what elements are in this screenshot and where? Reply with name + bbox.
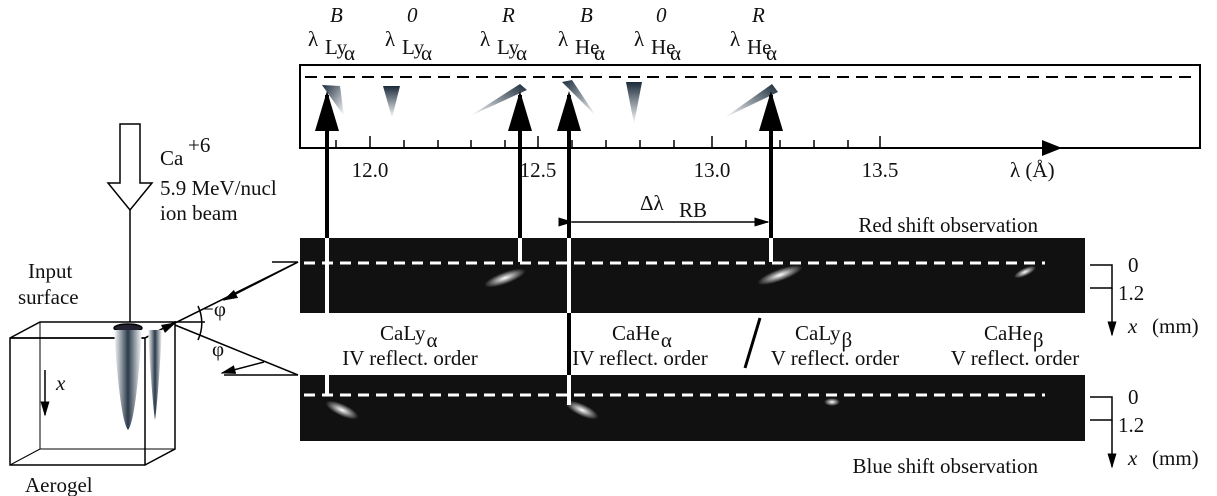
lambda-symbol: λ: [480, 27, 491, 51]
red-shift-image: [300, 238, 1085, 313]
lambda-subsub: α: [670, 41, 681, 65]
scale-var: x: [1127, 314, 1138, 338]
input-label: surface: [18, 285, 79, 309]
scale-unit: (mm): [1152, 446, 1199, 470]
lambda-sup: B: [580, 3, 593, 27]
beam-energy: 5.9 MeV/nucl: [160, 176, 277, 200]
input-label: Input: [28, 259, 72, 283]
lambda-symbol: λ: [385, 27, 396, 51]
depth-label: x: [55, 371, 66, 395]
ion-charge: +6: [188, 133, 210, 157]
lambda-subsub: α: [516, 41, 527, 65]
lambda-symbol: λ: [558, 27, 569, 51]
lambda-symbol: λ: [308, 27, 319, 51]
lambda-sup: 0: [656, 3, 667, 27]
target-label: Aerogel: [25, 473, 93, 496]
ion-beam: [108, 124, 152, 322]
scale-step: 1.2: [1118, 413, 1144, 437]
reflect-order: V reflect. order: [951, 346, 1079, 370]
blue-shift-image: [300, 375, 1085, 441]
depth-scales: [1090, 265, 1112, 467]
line-name: CaHe: [612, 321, 660, 345]
ion-name: Ca: [160, 146, 184, 170]
scale-unit: (mm): [1152, 314, 1199, 338]
axis-label: λ (Å): [1010, 158, 1055, 182]
scale-var: x: [1127, 446, 1138, 470]
scale-zero: 0: [1128, 385, 1139, 409]
panel-title: Blue shift observation: [853, 454, 1039, 478]
delta-symbol: Δλ: [640, 191, 665, 215]
reflect-order: IV reflect. order: [572, 346, 707, 370]
lambda-sup: 0: [407, 3, 418, 27]
axis-tick-label: 13.0: [694, 158, 731, 182]
lambda-subsub: α: [344, 41, 355, 65]
spectrum-box: [300, 65, 1200, 148]
angle-label: −φ: [202, 297, 226, 321]
delta-sub: RB: [679, 198, 707, 222]
diagram: λBLyαλ0LyαλRLyαλBHeαλ0HeαλRHeα12.012.513…: [0, 0, 1217, 496]
scale-zero: 0: [1128, 253, 1139, 277]
lambda-subsub: α: [594, 41, 605, 65]
beam-kind: ion beam: [160, 201, 238, 225]
scale-step: 1.2: [1118, 281, 1144, 305]
lambda-symbol: λ: [730, 27, 741, 51]
reflect-order: V reflect. order: [771, 346, 899, 370]
lambda-sup: B: [330, 3, 343, 27]
line-name: CaHe: [984, 321, 1032, 345]
lambda-symbol: λ: [634, 27, 645, 51]
panel-title: Red shift observation: [858, 213, 1038, 237]
line-name: CaLy: [795, 321, 841, 345]
lambda-sup: R: [751, 3, 765, 27]
angle-label: φ: [212, 337, 224, 361]
line-name: CaLy: [380, 321, 426, 345]
axis-tick-label: 13.5: [862, 158, 899, 182]
axis-tick-label: 12.0: [352, 158, 389, 182]
lambda-sup: R: [501, 3, 515, 27]
reflect-order: IV reflect. order: [342, 346, 477, 370]
lambda-subsub: α: [766, 41, 777, 65]
axis-tick-label: 12.5: [520, 158, 557, 182]
lambda-subsub: α: [421, 41, 432, 65]
